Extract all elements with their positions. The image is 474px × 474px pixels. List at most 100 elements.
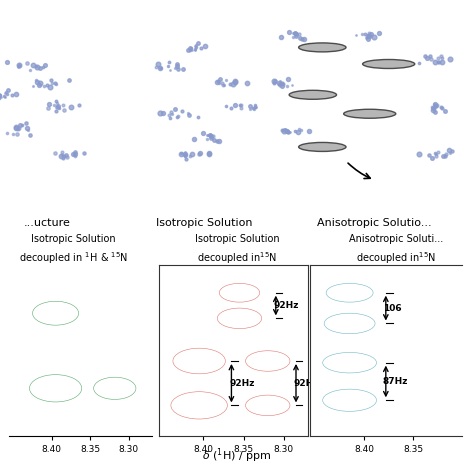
Ellipse shape xyxy=(173,348,225,374)
Ellipse shape xyxy=(347,292,352,294)
Text: 106: 106 xyxy=(383,304,401,312)
Ellipse shape xyxy=(337,395,362,405)
Ellipse shape xyxy=(346,399,354,402)
Ellipse shape xyxy=(222,310,257,326)
Ellipse shape xyxy=(264,359,271,363)
Ellipse shape xyxy=(258,356,278,365)
Ellipse shape xyxy=(335,394,365,406)
Ellipse shape xyxy=(346,399,353,401)
Ellipse shape xyxy=(171,392,228,419)
Ellipse shape xyxy=(98,380,131,397)
Ellipse shape xyxy=(193,402,205,409)
Ellipse shape xyxy=(337,358,362,367)
Ellipse shape xyxy=(246,395,290,416)
Ellipse shape xyxy=(323,353,376,373)
Ellipse shape xyxy=(264,404,271,407)
Ellipse shape xyxy=(342,290,357,296)
Ellipse shape xyxy=(346,292,353,294)
Ellipse shape xyxy=(44,382,67,394)
Ellipse shape xyxy=(341,397,359,404)
Ellipse shape xyxy=(52,386,60,391)
Ellipse shape xyxy=(193,358,205,364)
Ellipse shape xyxy=(233,290,246,296)
Ellipse shape xyxy=(346,361,354,364)
Ellipse shape xyxy=(196,360,202,363)
Ellipse shape xyxy=(253,354,283,368)
Ellipse shape xyxy=(326,391,374,410)
Text: decoupled in$^{15}$N: decoupled in$^{15}$N xyxy=(197,250,277,266)
Ellipse shape xyxy=(337,288,363,298)
Ellipse shape xyxy=(190,401,209,410)
Ellipse shape xyxy=(299,143,346,152)
Text: Isotropic Solution: Isotropic Solution xyxy=(195,234,279,244)
Ellipse shape xyxy=(183,398,215,413)
Ellipse shape xyxy=(331,285,368,300)
Ellipse shape xyxy=(40,305,71,321)
Ellipse shape xyxy=(248,396,287,414)
Ellipse shape xyxy=(235,316,245,320)
Ellipse shape xyxy=(341,359,359,366)
Ellipse shape xyxy=(237,317,242,319)
Ellipse shape xyxy=(346,362,353,364)
Ellipse shape xyxy=(363,60,415,69)
Text: ...ucture: ...ucture xyxy=(24,218,71,228)
Text: 92Hz: 92Hz xyxy=(273,301,299,310)
Ellipse shape xyxy=(229,314,249,323)
Ellipse shape xyxy=(224,285,255,300)
Ellipse shape xyxy=(265,404,270,407)
Ellipse shape xyxy=(250,353,285,369)
Ellipse shape xyxy=(228,288,251,298)
Ellipse shape xyxy=(188,356,211,367)
Ellipse shape xyxy=(255,400,280,411)
Ellipse shape xyxy=(324,313,375,334)
Ellipse shape xyxy=(184,354,214,368)
Ellipse shape xyxy=(176,350,222,373)
Ellipse shape xyxy=(344,360,356,365)
Ellipse shape xyxy=(345,291,355,295)
Ellipse shape xyxy=(29,374,82,402)
Ellipse shape xyxy=(112,387,117,390)
Ellipse shape xyxy=(53,312,58,315)
Ellipse shape xyxy=(329,284,371,301)
Ellipse shape xyxy=(32,376,79,401)
Ellipse shape xyxy=(248,352,287,370)
Text: 92Hz: 92Hz xyxy=(229,379,255,388)
Ellipse shape xyxy=(35,378,76,399)
Ellipse shape xyxy=(344,109,396,118)
Ellipse shape xyxy=(220,309,259,328)
Ellipse shape xyxy=(344,398,356,403)
Ellipse shape xyxy=(258,401,278,410)
Ellipse shape xyxy=(35,302,76,324)
Ellipse shape xyxy=(263,403,273,408)
Ellipse shape xyxy=(48,309,64,317)
Ellipse shape xyxy=(232,315,247,322)
Ellipse shape xyxy=(177,395,221,416)
Ellipse shape xyxy=(225,311,254,325)
Ellipse shape xyxy=(46,308,66,319)
Ellipse shape xyxy=(260,357,275,365)
Ellipse shape xyxy=(260,402,275,409)
Ellipse shape xyxy=(326,354,374,372)
Ellipse shape xyxy=(53,387,58,390)
Ellipse shape xyxy=(96,378,134,398)
Ellipse shape xyxy=(227,313,252,324)
Ellipse shape xyxy=(191,357,208,365)
Ellipse shape xyxy=(236,317,243,320)
Ellipse shape xyxy=(179,351,219,371)
Text: Anisotropic Solutio...: Anisotropic Solutio... xyxy=(317,218,432,228)
Ellipse shape xyxy=(327,314,372,333)
Ellipse shape xyxy=(196,404,202,407)
Text: decoupled in$^{15}$N: decoupled in$^{15}$N xyxy=(356,250,436,266)
Ellipse shape xyxy=(332,393,367,408)
Ellipse shape xyxy=(346,322,354,325)
Ellipse shape xyxy=(221,284,257,301)
Text: Anisotropic Soluti...: Anisotropic Soluti... xyxy=(349,234,443,244)
Ellipse shape xyxy=(255,356,280,367)
Ellipse shape xyxy=(52,311,59,315)
Ellipse shape xyxy=(43,307,68,320)
Ellipse shape xyxy=(328,355,371,371)
Ellipse shape xyxy=(180,396,218,414)
Ellipse shape xyxy=(217,308,262,328)
Text: $\delta$ ($^{1}$H) / ppm: $\delta$ ($^{1}$H) / ppm xyxy=(202,446,272,465)
Ellipse shape xyxy=(333,317,366,330)
